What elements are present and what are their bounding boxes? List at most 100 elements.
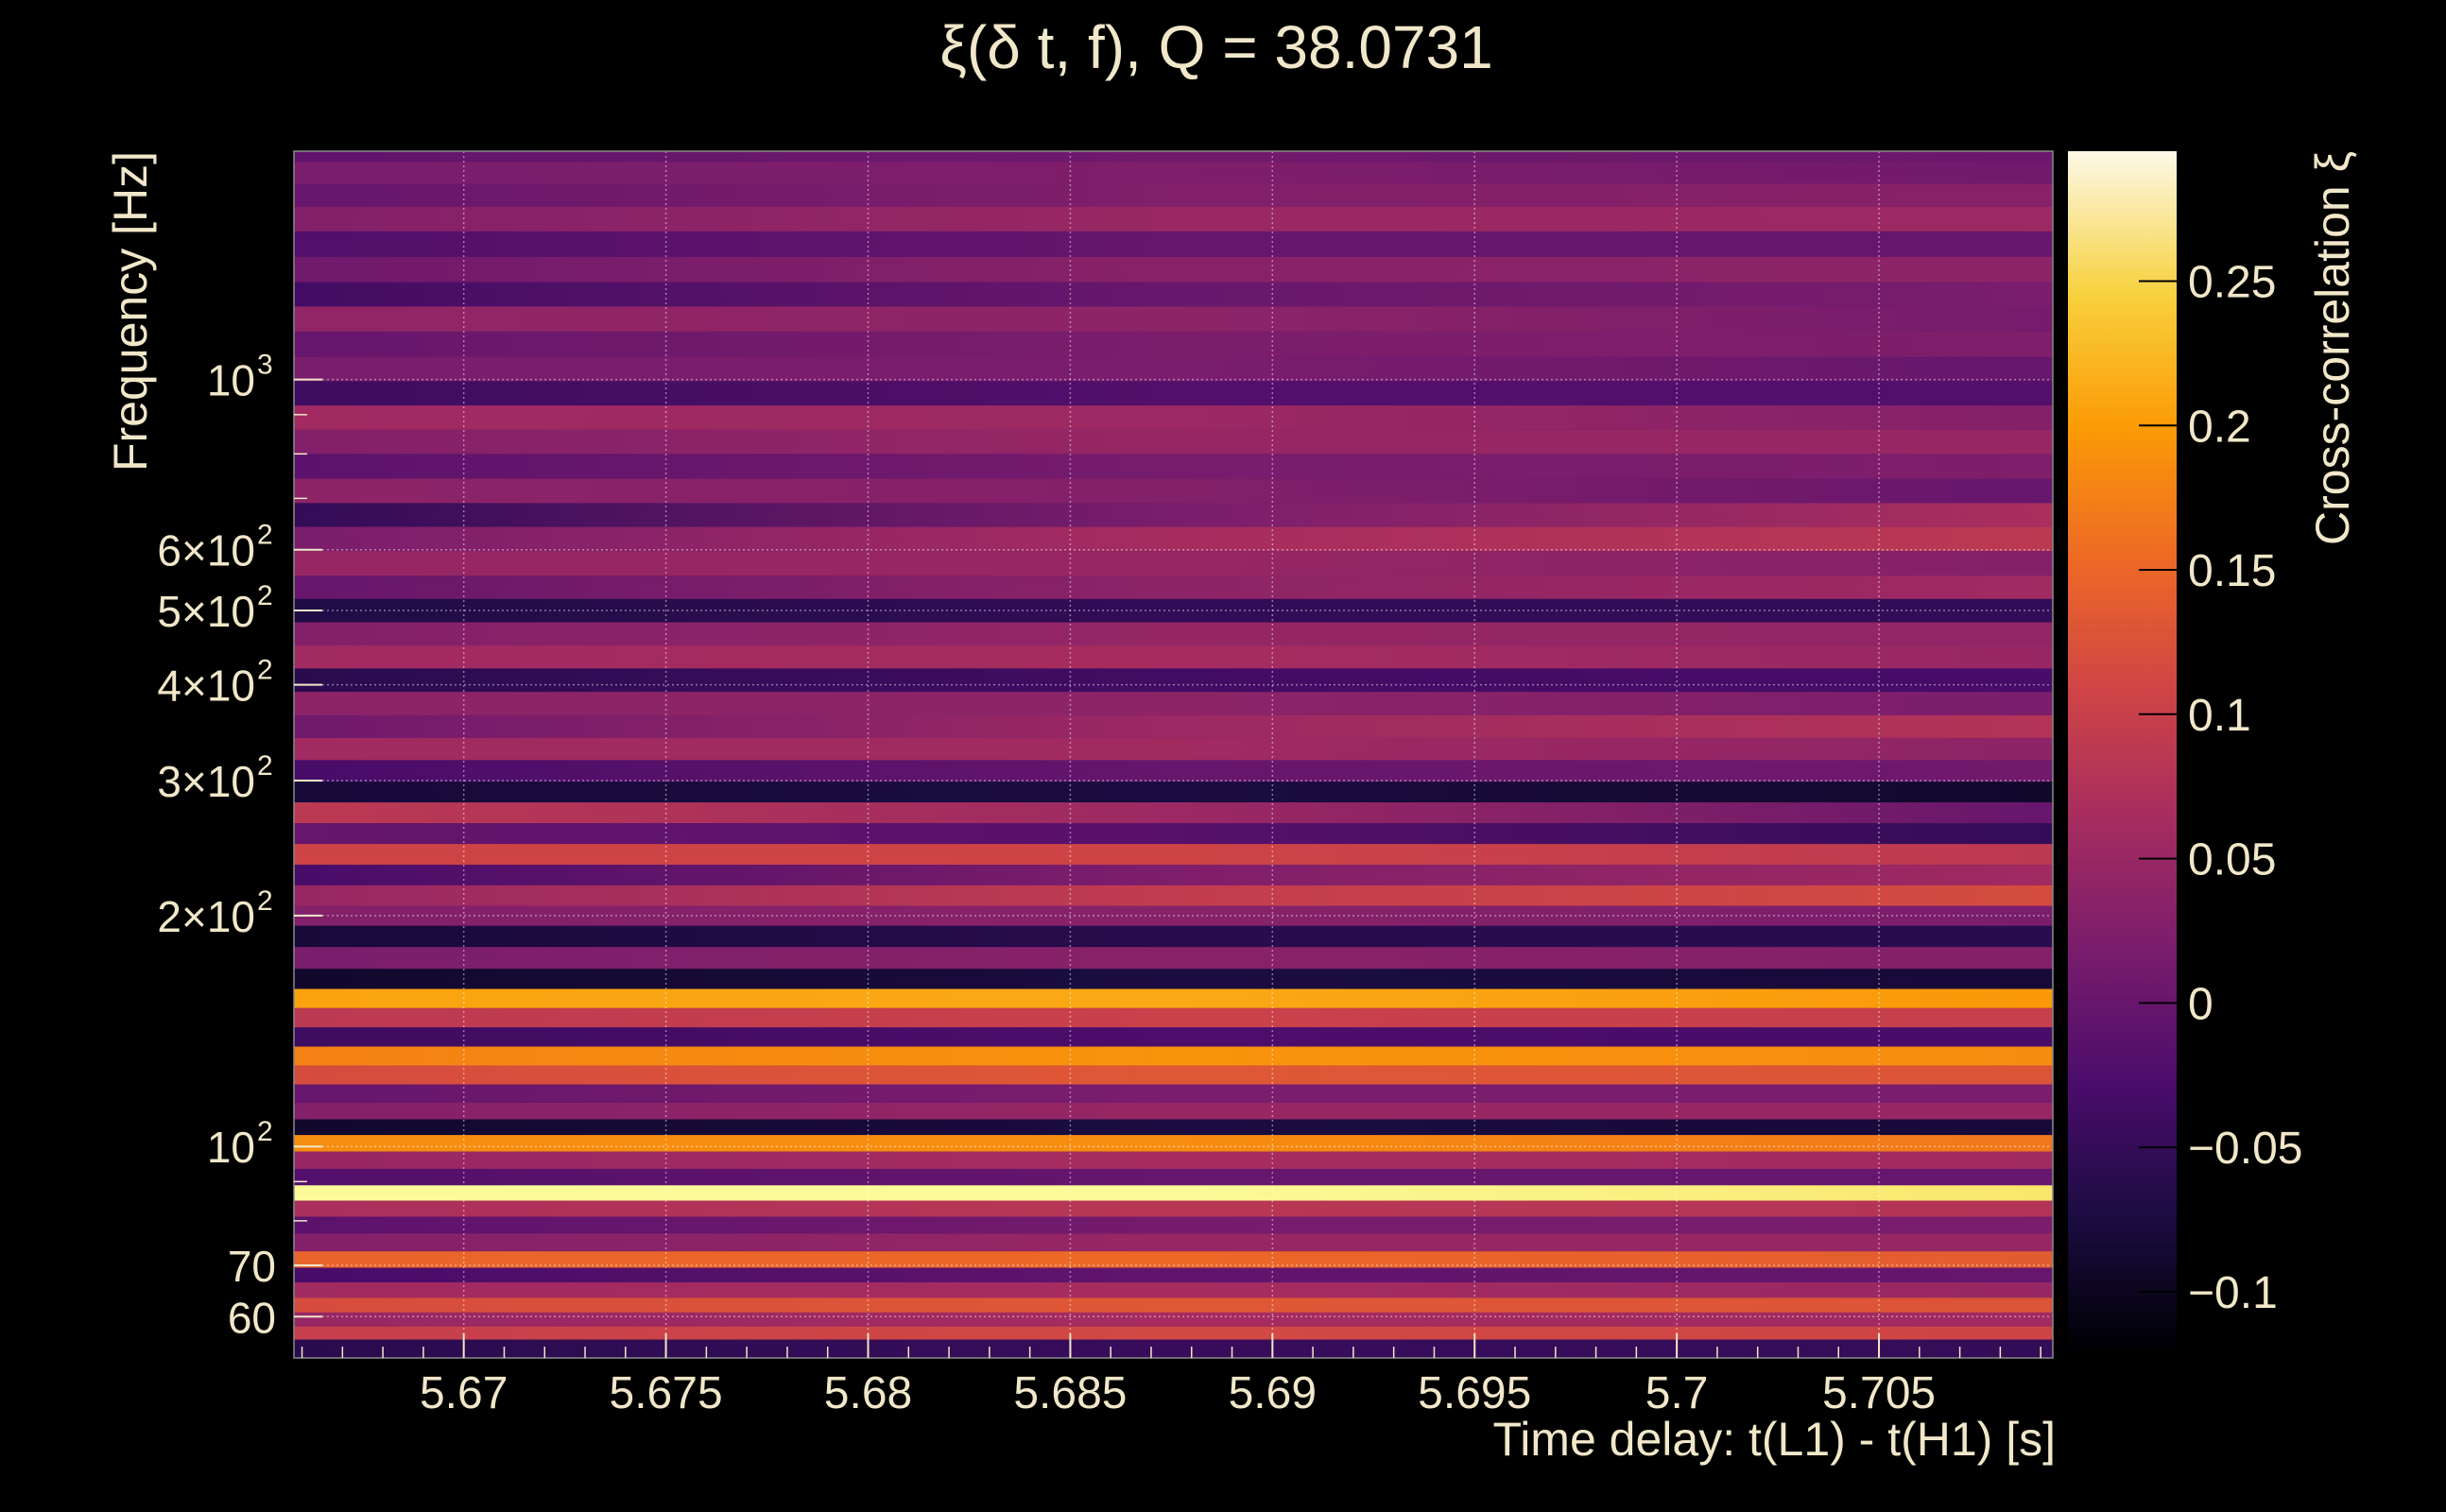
y-tick-label: 60 [228, 1293, 276, 1342]
heatmap-band [294, 1135, 2053, 1152]
heatmap-band [294, 1282, 2053, 1298]
heatmap-band [294, 1027, 2053, 1047]
y-tick-label: 10 [207, 1123, 255, 1172]
heatmap-band [294, 760, 2053, 782]
y-tick-label: 6×10 [157, 526, 255, 576]
heatmap-band [294, 668, 2053, 693]
heatmap-band [294, 925, 2053, 948]
heatmap-band [294, 429, 2053, 455]
plot-frame [293, 150, 2054, 1359]
y-tick-exponent: 2 [257, 1116, 273, 1147]
heatmap-band [294, 1216, 2053, 1234]
heatmap-band [294, 478, 2053, 504]
x-tick-label: 5.695 [1418, 1368, 1531, 1418]
colorbar-tick-label: 0.15 [2188, 546, 2276, 596]
y-tick-exponent: 2 [257, 520, 273, 551]
heatmap-band [294, 306, 2053, 332]
heatmap-band [294, 231, 2053, 257]
heatmap-band [294, 737, 2053, 761]
y-tick-label: 4×10 [157, 662, 255, 711]
heatmap-band [294, 622, 2053, 646]
heatmap-band [294, 1103, 2053, 1120]
heatmap-band [294, 1151, 2053, 1169]
heatmap-band [294, 1297, 2053, 1313]
x-tick-label: 5.705 [1822, 1368, 1936, 1418]
heatmap-band [294, 1233, 2053, 1252]
heatmap-band [294, 823, 2053, 845]
heatmap-band [294, 1251, 2053, 1268]
heatmap-band [294, 865, 2053, 885]
colorbar-axis: −0.1 −0.05 0 0.05 0.1 0.15 0.2 0.25 [2139, 257, 2302, 1318]
y-tick-exponent: 2 [257, 655, 273, 686]
colorbar-label: Cross-correlation ξ [2306, 151, 2359, 545]
chart-title: ξ(δ t, f), Q = 38.0731 [939, 13, 1492, 81]
heatmap-band [294, 645, 2053, 669]
heatmap-band [294, 356, 2053, 382]
heatmap-band [294, 969, 2053, 989]
grid [294, 151, 2053, 1358]
plot-area [294, 151, 2053, 1358]
heatmap-band [294, 714, 2053, 738]
heatmap-band [294, 692, 2053, 715]
x-tick-label: 5.7 [1645, 1368, 1709, 1418]
heatmap-band [294, 151, 2053, 163]
colorbar-tick-label: −0.05 [2188, 1124, 2302, 1174]
heatmap-band [294, 1007, 2053, 1028]
colorbar-tick-label: 0 [2188, 979, 2213, 1029]
heatmap-band [294, 256, 2053, 283]
colorbar-tick-label: 0.05 [2188, 835, 2276, 885]
colorbar-tick-label: 0.2 [2188, 402, 2251, 452]
y-tick-label: 5×10 [157, 587, 255, 636]
y-tick-label: 3×10 [157, 757, 255, 806]
heatmap-band [294, 1312, 2053, 1327]
heatmap-band [294, 331, 2053, 357]
x-axis-label: Time delay: t(L1) - t(H1) [s] [1493, 1413, 2056, 1466]
heatmap-band [294, 905, 2053, 926]
heatmap-band [294, 1185, 2053, 1201]
heatmap-band [294, 988, 2053, 1008]
heatmap-band [294, 183, 2053, 207]
heatmap-band [294, 526, 2053, 552]
y-axis-label: Frequency [Hz] [104, 151, 157, 472]
y-tick-exponent: 2 [257, 750, 273, 782]
colorbar-tick-label: −0.1 [2188, 1268, 2278, 1318]
colorbar-tick-label: 0.1 [2188, 691, 2251, 741]
heatmap-band [294, 1168, 2053, 1186]
x-tick-label: 5.68 [824, 1368, 912, 1418]
heatmap-band [294, 282, 2053, 307]
y-tick-exponent: 3 [257, 350, 273, 381]
heatmap-band [294, 1046, 2053, 1066]
x-tick-label: 5.685 [1013, 1368, 1127, 1418]
heatmap-band [294, 576, 2053, 599]
heatmap-band [294, 206, 2053, 232]
colorbar-tick-label: 0.25 [2188, 257, 2276, 307]
heatmap-band [294, 844, 2053, 866]
x-tick-label: 5.67 [420, 1368, 508, 1418]
heatmap-band [294, 1084, 2053, 1103]
y-tick-label: 10 [207, 356, 255, 405]
x-tick-label: 5.69 [1229, 1368, 1317, 1418]
heatmap-band [294, 454, 2053, 479]
heatmap-band [294, 1326, 2053, 1340]
heatmap-band [294, 1200, 2053, 1217]
heatmap-band [294, 551, 2053, 576]
heatmap-band [294, 782, 2053, 803]
heatmap-band [294, 1065, 2053, 1085]
y-tick-exponent: 2 [257, 580, 273, 611]
heatmap-band [294, 1119, 2053, 1136]
heatmap-band [294, 1267, 2053, 1283]
y-tick-label: 70 [228, 1242, 276, 1291]
y-tick-label: 2×10 [157, 892, 255, 941]
heatmap-band [294, 162, 2053, 184]
heatmap-band [294, 947, 2053, 970]
x-tick-label: 5.675 [610, 1368, 723, 1418]
y-tick-exponent: 2 [257, 885, 273, 917]
heatmap-band [294, 381, 2053, 406]
colorbar [2068, 151, 2177, 1349]
heatmap-band [294, 802, 2053, 824]
heatmap-band [294, 1339, 2053, 1358]
heatmap-band [294, 598, 2053, 623]
